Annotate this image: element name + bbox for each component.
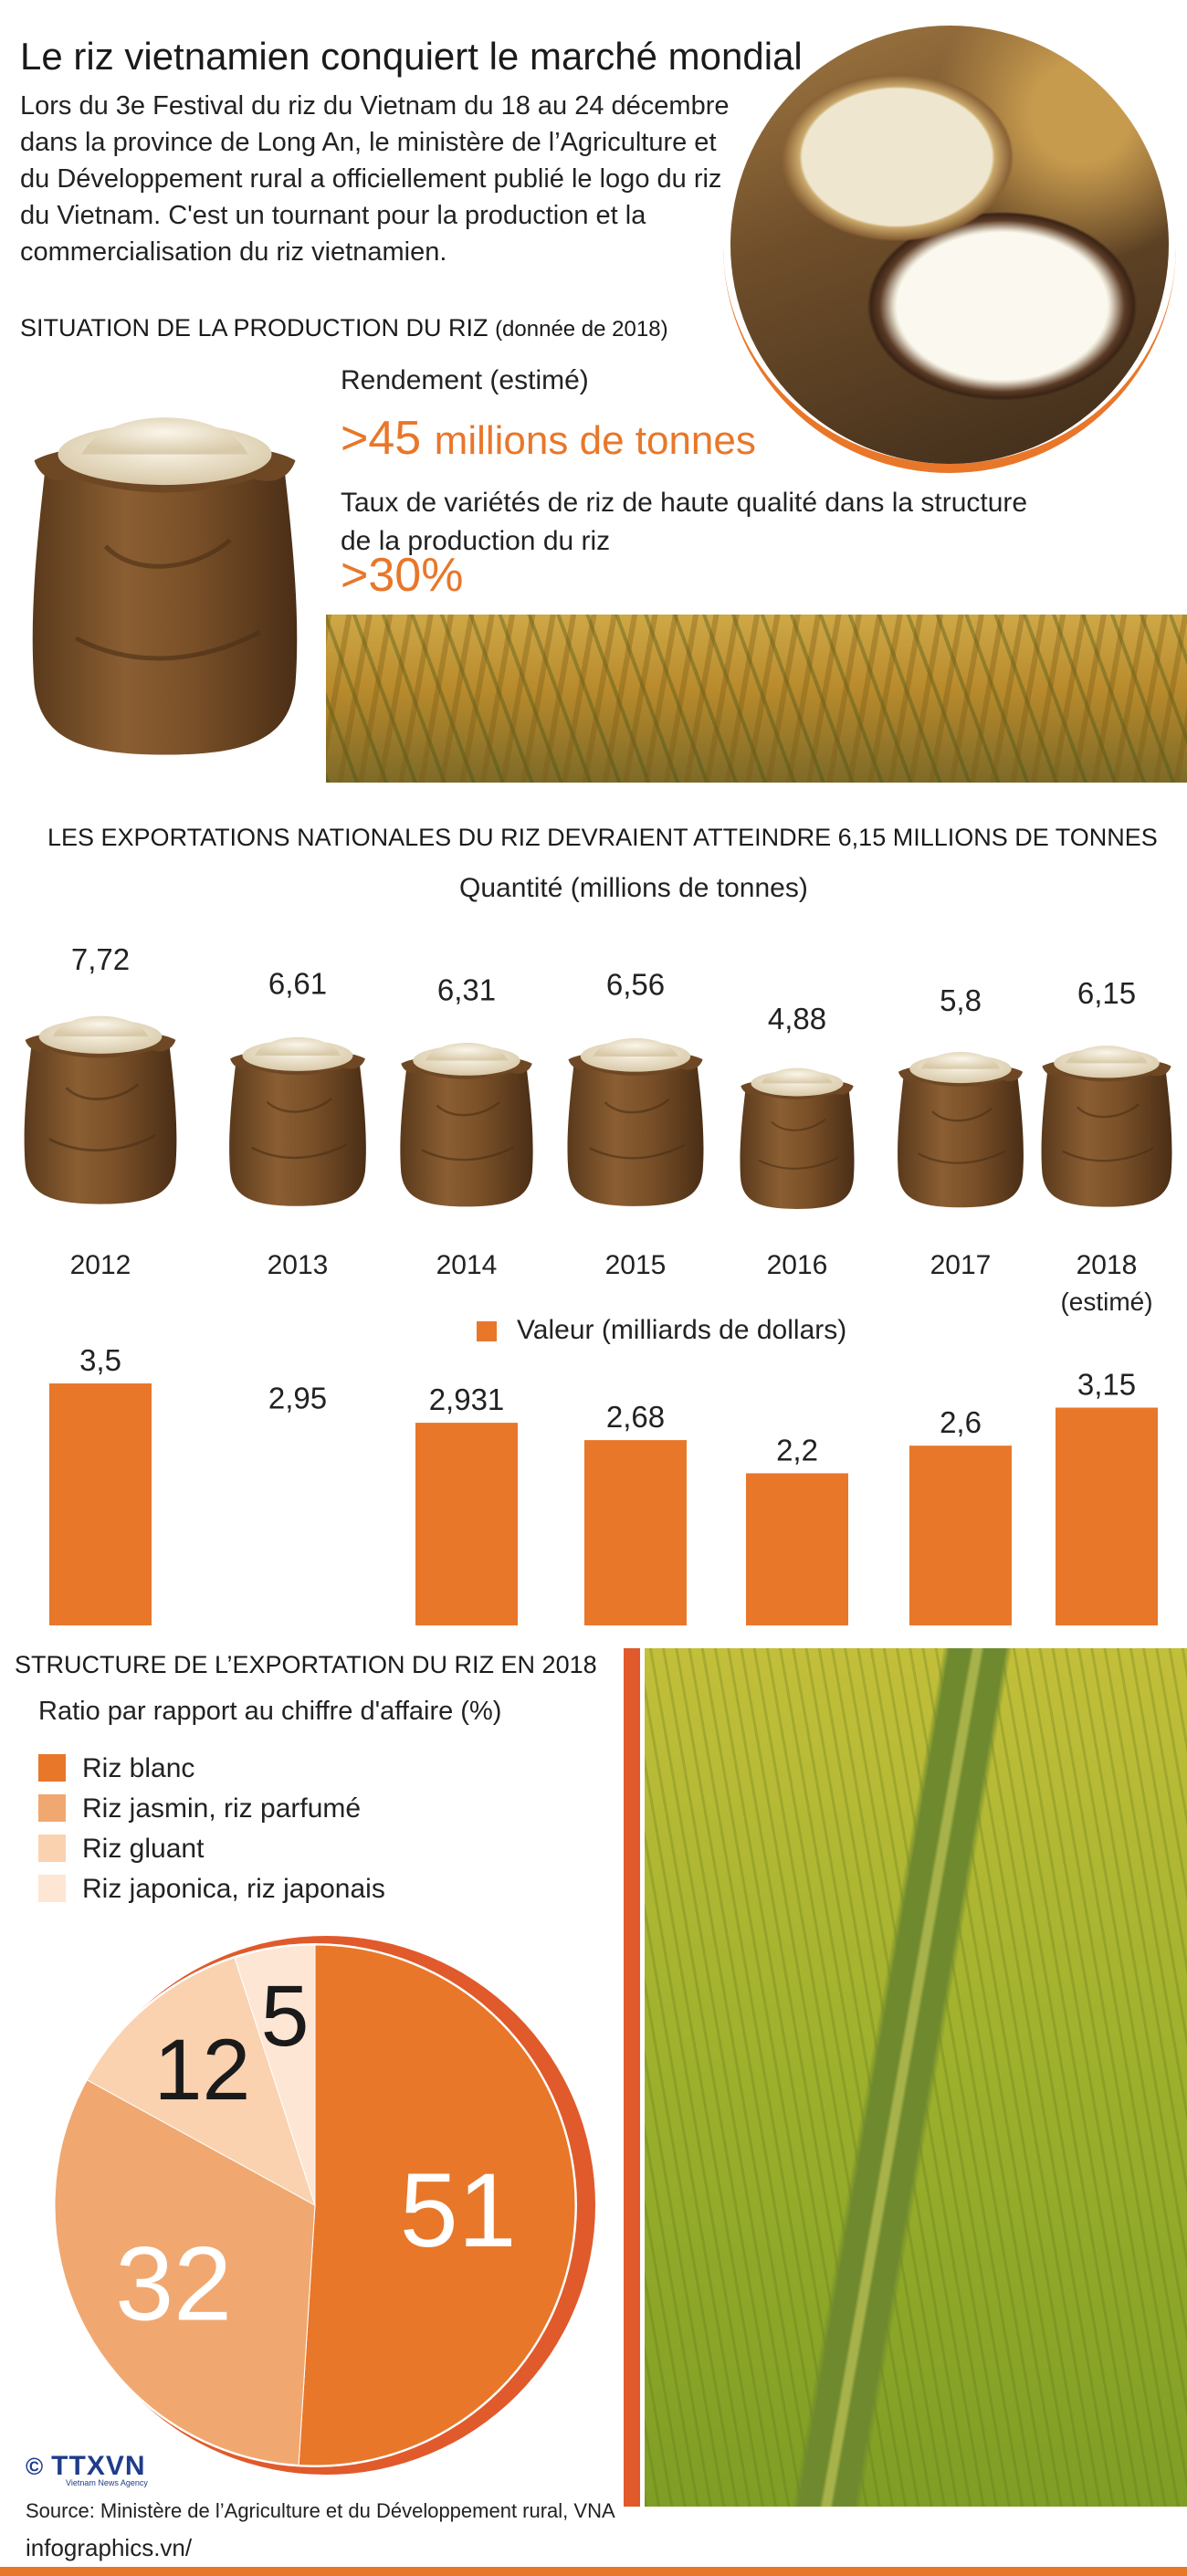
quantity-data-label: 6,31	[437, 973, 496, 1006]
year-tick-label: 2016	[767, 1250, 828, 1280]
year-tick-label: 2015	[605, 1250, 667, 1280]
year-tick-label: 2014	[436, 1250, 498, 1280]
value-bar	[909, 1446, 1012, 1625]
value-legend-text: Valeur (milliards de dollars)	[517, 1315, 847, 1345]
year-tick-label: 2018	[1077, 1250, 1138, 1280]
value-data-label: 3,15	[1077, 1368, 1136, 1402]
legend-label-riz-gluant: Riz gluant	[82, 1834, 205, 1864]
value-chart: 3,5 2,95 2,931 2,68 2,2 2,6 3,15	[49, 1343, 1158, 1625]
source-text: Source: Ministère de l’Agriculture et du…	[26, 2499, 615, 2522]
value-data-label: 2,68	[606, 1400, 665, 1434]
legend-label-riz-japonica: Riz japonica, riz japonais	[82, 1874, 385, 1904]
rice-sack-marker	[1040, 1044, 1173, 1209]
pie-slice-label: 5	[261, 1968, 310, 2065]
site-link[interactable]: infographics.vn/	[26, 2534, 193, 2561]
quality-label-line2: de la production du riz	[341, 526, 611, 556]
yield-label: Rendement (estimé)	[341, 365, 589, 395]
value-data-label: 2,95	[268, 1382, 327, 1415]
legend-label-riz-jasmin: Riz jasmin, riz parfumé	[82, 1793, 362, 1824]
pie-slice	[86, 1957, 316, 2207]
quality-label-line1: Taux de variétés de riz de haute qualité…	[341, 488, 1028, 518]
legend-swatch-riz-gluant	[38, 1835, 66, 1862]
value-bar	[584, 1440, 687, 1625]
pie-legend: Riz blanc Riz jasmin, riz parfumé Riz gl…	[38, 1753, 385, 1905]
footer-accent-line	[0, 2567, 1187, 2576]
pie-legend-item: Riz blanc	[38, 1753, 385, 1784]
rice-sack-marker	[22, 1015, 179, 1206]
legend-swatch-riz-japonica	[38, 1875, 66, 1902]
year-tick-label: 2013	[268, 1250, 329, 1280]
quantity-data-label: 5,8	[940, 983, 982, 1017]
pie-legend-item: Riz gluant	[38, 1834, 385, 1865]
value-bar	[1056, 1407, 1158, 1625]
intro-text: Lors du 3e Festival du riz du Vietnam du…	[20, 91, 730, 267]
rice-field-farmers-photo	[645, 1648, 1187, 2507]
production-heading: SITUATION DE LA PRODUCTION DU RIZ (donné…	[20, 314, 668, 342]
pie-slice-label: 32	[115, 2225, 232, 2342]
structure-heading: STRUCTURE DE L’EXPORTATION DU RIZ EN 201…	[15, 1651, 597, 1678]
legend-swatch-riz-jasmin	[38, 1794, 66, 1822]
photo-circle-accent	[723, 20, 1176, 473]
estimate-note: (estimé)	[1060, 1288, 1152, 1316]
quantity-data-label: 6,15	[1077, 976, 1136, 1010]
production-heading-text: SITUATION DE LA PRODUCTION DU RIZ	[20, 314, 488, 342]
pie-legend-item: Riz japonica, riz japonais	[38, 1874, 385, 1905]
legend-swatch-riz-blanc	[38, 1754, 66, 1782]
rice-sack-marker	[227, 1036, 368, 1208]
rice-bowls-photo	[730, 26, 1169, 464]
pie-slice	[298, 1944, 576, 2466]
rice-sack-marker	[566, 1036, 705, 1208]
quantity-data-label: 6,61	[268, 967, 327, 1001]
quality-value: >30%	[341, 549, 464, 602]
pie-slice	[54, 2079, 316, 2466]
logo-text: TTXVN	[51, 2451, 146, 2481]
value-data-label: 3,5	[79, 1343, 121, 1377]
yield-number: >45	[341, 412, 422, 465]
value-bar	[746, 1473, 848, 1625]
value-data-label: 2,931	[429, 1383, 505, 1416]
value-legend-swatch	[477, 1321, 497, 1341]
rice-sack-marker	[896, 1050, 1025, 1209]
rice-sack-marker	[398, 1041, 535, 1208]
value-data-label: 2,2	[776, 1433, 818, 1467]
quantity-data-label: 7,72	[71, 942, 130, 976]
value-data-label: 2,6	[940, 1405, 982, 1439]
quantity-data-label: 4,88	[768, 1002, 826, 1036]
year-tick-label: 2017	[930, 1250, 992, 1280]
ttxvn-logo: © TTXVN Vietnam News Agency	[26, 2451, 148, 2487]
copyright-symbol: ©	[26, 2453, 45, 2480]
rice-field-photo	[326, 615, 1187, 783]
export-structure-pie: 51 32 125	[53, 1936, 595, 2475]
pie-slice	[234, 1944, 316, 2206]
year-tick-label: 2012	[70, 1250, 131, 1280]
divider-bar	[624, 1648, 640, 2507]
pie-slice-label: 51	[400, 2152, 517, 2269]
quantity-data-label: 6,56	[606, 968, 665, 1002]
page-title: Le riz vietnamien conquiert le marché mo…	[20, 35, 803, 78]
pie-slice-label: 12	[154, 2022, 251, 2119]
exports-heading: LES EXPORTATIONS NATIONALES DU RIZ DEVRA…	[47, 824, 1158, 851]
production-heading-note: (donnée de 2018)	[495, 317, 668, 342]
legend-label-riz-blanc: Riz blanc	[82, 1753, 195, 1783]
rice-sack-marker	[739, 1067, 856, 1211]
value-bar	[49, 1383, 152, 1625]
rice-sack-illustration	[16, 347, 313, 776]
quantity-chart: 7,72 2012 6,61 2013 6,31 2014 6,56 2015 4,88 2016…	[22, 942, 1173, 1316]
pie-legend-item: Riz jasmin, riz parfumé	[38, 1793, 385, 1824]
yield-unit: millions de tonnes	[434, 418, 756, 463]
logo-subtext: Vietnam News Agency	[66, 2478, 148, 2487]
value-bar	[415, 1423, 518, 1625]
yield-value: >45 millions de tonnes	[341, 411, 756, 466]
quantity-caption: Quantité (millions de tonnes)	[459, 873, 808, 903]
structure-subheading: Ratio par rapport au chiffre d'affaire (…	[38, 1697, 502, 1726]
